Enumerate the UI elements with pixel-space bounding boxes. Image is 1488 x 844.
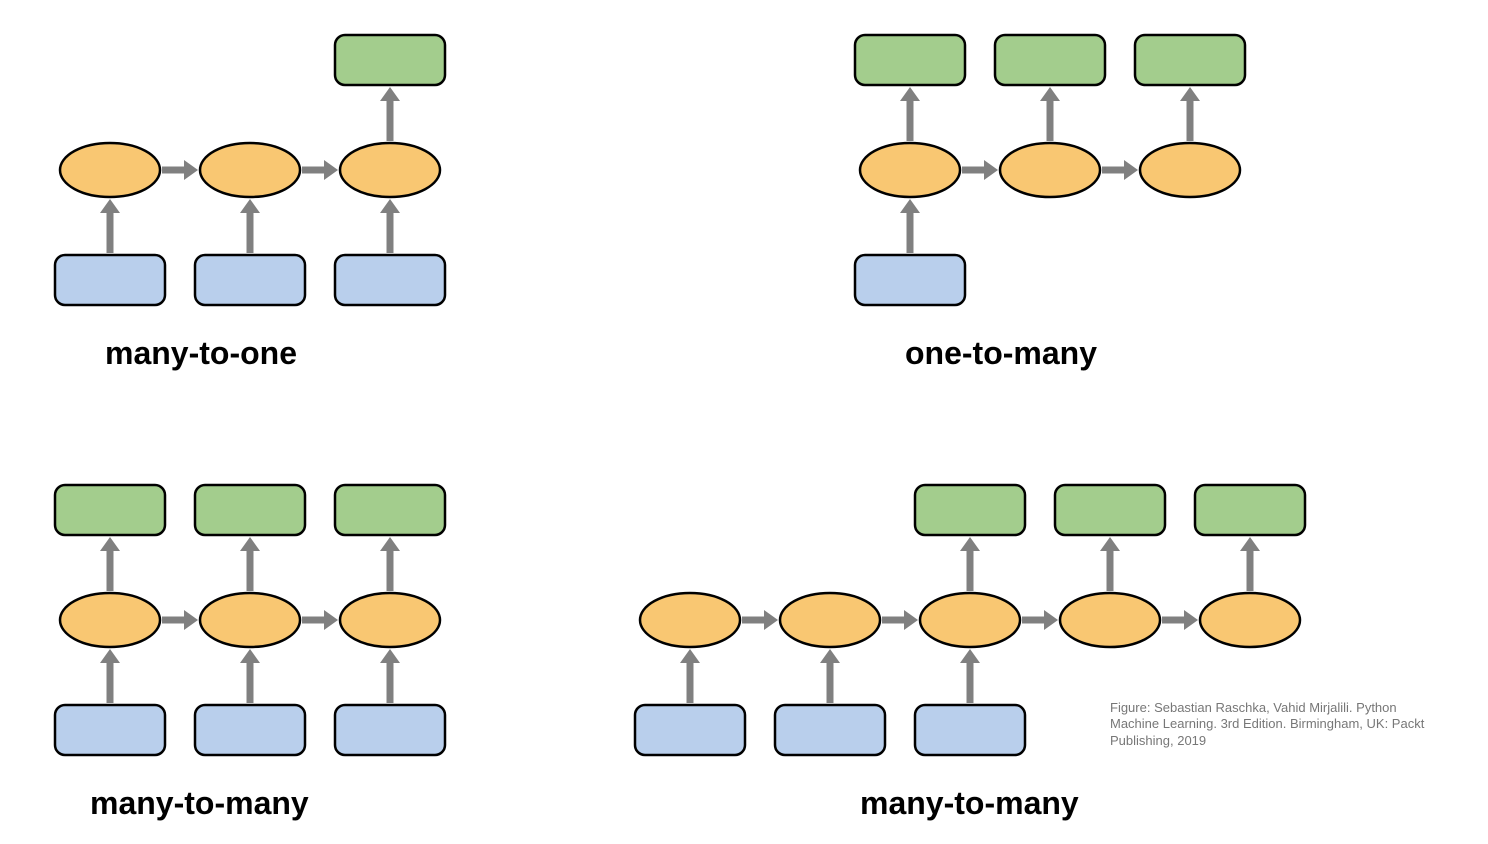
diagram-canvas: many-to-one one-to-many many-to-many many-t… <box>0 0 1488 844</box>
panel-bottom_left <box>50 470 530 780</box>
figure-citation: Figure: Sebastian Raschka, Vahid Mirjali… <box>1110 700 1440 749</box>
caption-bottom_right: many-to-many <box>860 785 1079 822</box>
caption-top_left: many-to-one <box>105 335 297 372</box>
caption-top_right: one-to-many <box>905 335 1097 372</box>
caption-bottom_left: many-to-many <box>90 785 309 822</box>
panel-top_right <box>850 20 1330 330</box>
panel-top_left <box>50 20 530 330</box>
